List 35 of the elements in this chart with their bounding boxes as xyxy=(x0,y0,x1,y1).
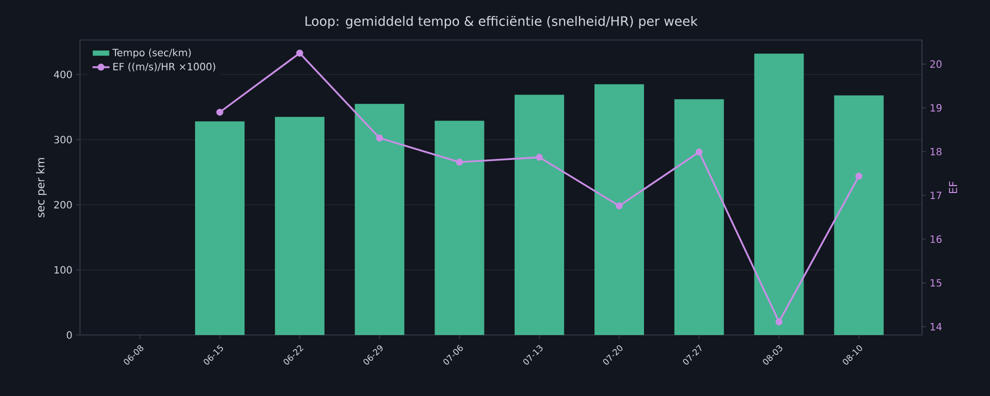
point xyxy=(376,134,384,142)
y2-tick-label: 19 xyxy=(930,104,942,112)
bar xyxy=(754,54,804,335)
y2-tick-label: 17 xyxy=(930,192,942,200)
point xyxy=(776,318,783,326)
y-tick-label: 200 xyxy=(54,200,72,209)
bar xyxy=(834,95,884,335)
y-tick-label: 0 xyxy=(66,331,72,339)
y-tick-label: 300 xyxy=(54,136,72,144)
point xyxy=(296,50,304,57)
y2-tick-label: 14 xyxy=(930,323,942,330)
point xyxy=(855,172,862,180)
bar xyxy=(354,104,404,335)
bar xyxy=(195,121,245,335)
bar xyxy=(674,99,724,335)
y2-axis-title: EF xyxy=(949,182,958,194)
y2-tick-label: 15 xyxy=(930,279,942,287)
point xyxy=(456,158,463,166)
legend-label: Tempo (sec/km) xyxy=(112,48,191,58)
bar xyxy=(274,116,324,335)
legend-label: EF ((m/s)/HR ×1000) xyxy=(113,62,216,72)
y2-tick-label: 18 xyxy=(930,148,942,156)
bar xyxy=(594,84,644,335)
point xyxy=(696,148,703,156)
chart-title: Loop: gemiddeld tempo & efficiëntie (snelheid/HR) per week xyxy=(306,16,698,28)
y2-tick-label: 16 xyxy=(930,235,942,243)
y-axis-title: sec per km xyxy=(36,158,47,218)
y2-tick-label: 20 xyxy=(930,60,942,68)
y-tick-label: 400 xyxy=(54,70,72,78)
point xyxy=(536,154,543,161)
y-tick-label: 100 xyxy=(54,266,72,274)
bar xyxy=(434,120,484,335)
bar xyxy=(514,94,564,335)
point xyxy=(216,108,224,116)
point xyxy=(616,202,623,210)
